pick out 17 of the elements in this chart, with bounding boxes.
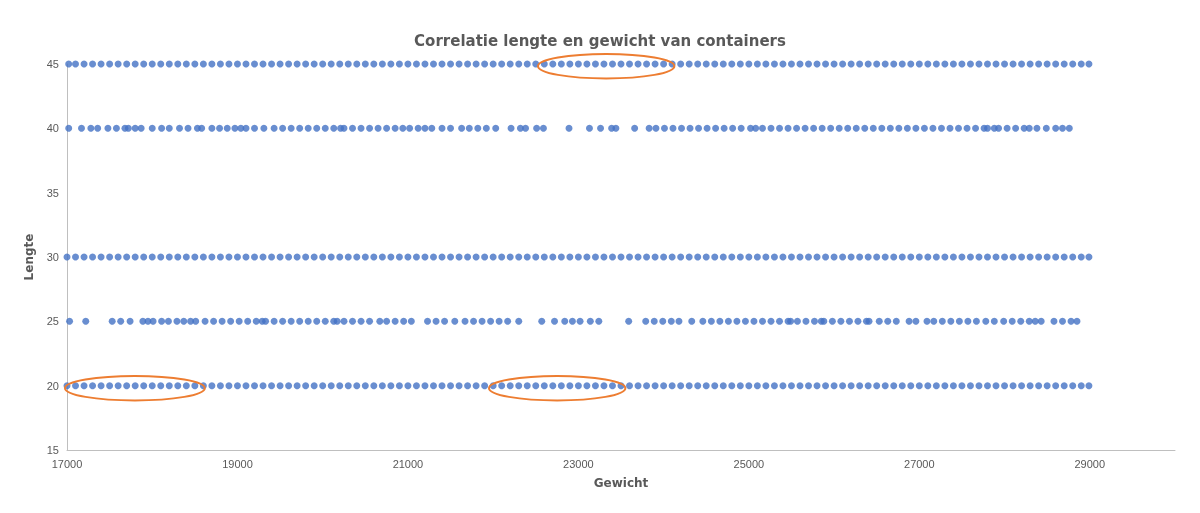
x-tick-label: 19000	[222, 457, 253, 470]
x-tick-label: 27000	[904, 457, 935, 470]
y-tick-label: 35	[46, 186, 59, 199]
y-tick-label: 40	[46, 122, 59, 135]
x-tick-label: 23000	[563, 457, 594, 470]
y-tick-label: 25	[46, 315, 59, 328]
y-tick-label: 15	[46, 444, 59, 456]
x-tick-label: 17000	[51, 457, 83, 470]
y-tick-label: 20	[46, 379, 59, 392]
x-tick-label: 21000	[392, 457, 424, 470]
x-axis-title: Gewicht	[593, 476, 649, 490]
y-tick-label: 45	[46, 58, 59, 70]
chart-title: Correlatie lengte en gewicht van containers	[414, 31, 786, 50]
x-tick-label: 25000	[733, 457, 765, 470]
y-tick-label: 30	[46, 251, 59, 263]
y-axis-title: Lengte	[22, 233, 36, 281]
x-tick-label: 29000	[1074, 457, 1106, 470]
